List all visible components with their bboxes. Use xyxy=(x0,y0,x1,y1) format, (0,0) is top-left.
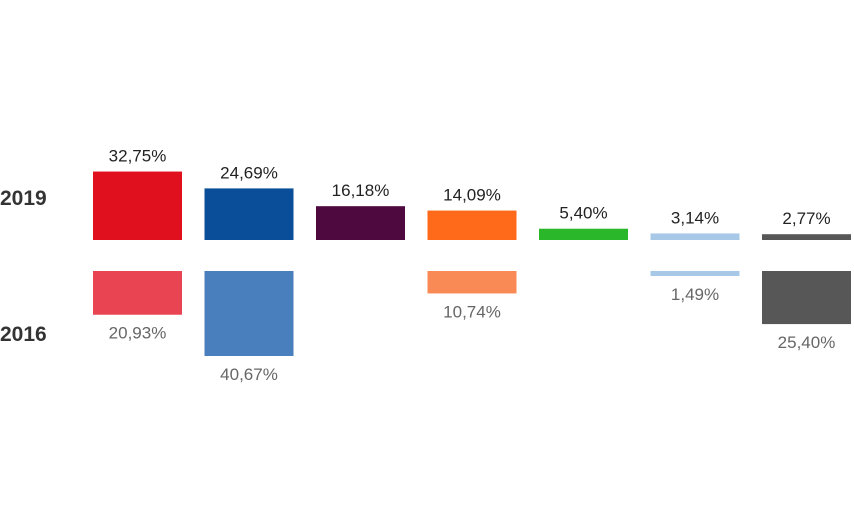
value-label-2019-1: 32,75% xyxy=(109,147,167,166)
value-label-2019-7: 2,77% xyxy=(782,209,830,228)
bar-2016-2 xyxy=(204,271,294,356)
bars-2016: 20,93% 40,67% 10,74% 1,49% 25,40% xyxy=(93,271,851,384)
bar-2016-4 xyxy=(427,271,517,294)
year-labels: 2019 2016 xyxy=(0,187,47,346)
value-label-2016-1: 20,93% xyxy=(109,324,167,343)
bar-2016-7 xyxy=(762,271,851,325)
bar-2019-2 xyxy=(204,188,294,240)
value-label-2016-4: 10,74% xyxy=(443,302,501,321)
bar-2019-1 xyxy=(93,171,182,240)
value-label-2016-7: 25,40% xyxy=(778,333,836,352)
series-label-2016: 2016 xyxy=(0,323,47,346)
bar-2019-3 xyxy=(316,206,405,240)
value-label-2019-3: 16,18% xyxy=(332,181,390,200)
bar-2016-1 xyxy=(93,271,182,315)
value-label-2016-2: 40,67% xyxy=(220,365,278,384)
bar-2019-7 xyxy=(762,234,851,240)
bars-2019: 32,75% 24,69% 16,18% 14,09% 5,40% 3,14% 2,77% xyxy=(93,147,851,240)
value-label-2019-6: 3,14% xyxy=(671,208,719,227)
bar-2019-5 xyxy=(539,228,628,240)
value-label-2019-4: 14,09% xyxy=(443,186,501,205)
bar-2019-4 xyxy=(427,210,517,240)
bar-2016-6 xyxy=(650,271,740,276)
bar-2019-6 xyxy=(650,233,740,240)
series-label-2019: 2019 xyxy=(0,187,47,210)
value-label-2019-5: 5,40% xyxy=(559,204,607,223)
value-label-2016-6: 1,49% xyxy=(671,285,719,304)
value-label-2019-2: 24,69% xyxy=(220,163,278,182)
